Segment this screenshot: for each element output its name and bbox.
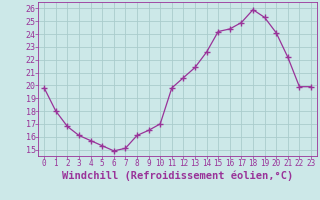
X-axis label: Windchill (Refroidissement éolien,°C): Windchill (Refroidissement éolien,°C) (62, 171, 293, 181)
